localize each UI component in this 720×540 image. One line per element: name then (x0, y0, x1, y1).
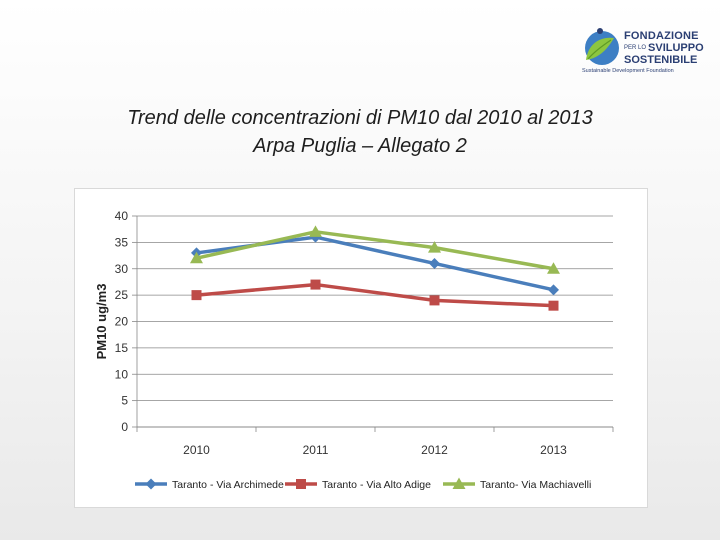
data-point (547, 262, 560, 274)
data-point (428, 241, 441, 253)
pm10-line-chart: 0 5 10 15 20 25 30 35 40 2010 2011 2012 2013 PM10 ug/… (94, 209, 614, 491)
legend-swatch-marker (145, 478, 157, 490)
series-2 (191, 279, 559, 311)
legend-swatch-marker (296, 479, 306, 489)
legend-label: Taranto - Via Archimede (172, 479, 284, 491)
y-tick-label: 20 (115, 315, 129, 329)
data-point (429, 257, 440, 269)
y-tick-label: 10 (115, 367, 129, 381)
series-line (196, 282, 554, 308)
y-tick-label: 30 (115, 262, 129, 276)
globe-leaf-icon (585, 28, 619, 65)
chart-panel: 0 5 10 15 20 25 30 35 40 2010 2011 2012 2013 PM10 ug/… (74, 188, 648, 508)
y-tick-label: 15 (115, 341, 129, 355)
legend-label: Taranto- Via Machiavelli (480, 479, 591, 491)
data-point (191, 290, 202, 301)
x-tick-label: 2011 (303, 443, 329, 457)
x-tick-label: 2010 (183, 443, 210, 457)
data-point (310, 279, 321, 290)
logo-line-1: FONDAZIONE (624, 30, 699, 42)
legend-swatch-marker (452, 477, 466, 489)
data-point (190, 251, 203, 264)
y-axis-title: PM10 ug/m3 (94, 284, 109, 360)
logo-line-3: SOSTENIBILE (624, 54, 698, 66)
series-3 (190, 225, 560, 274)
logo-line-2: PER LO SVILUPPO (624, 42, 704, 54)
legend-label: Taranto - Via Alto Adige (322, 479, 431, 491)
data-point (548, 284, 559, 296)
title-line-2: Arpa Puglia – Allegato 2 (253, 135, 467, 157)
y-tick-label: 25 (115, 288, 129, 302)
foundation-logo: FONDAZIONE PER LO SVILUPPO SOSTENIBILE Su… (578, 24, 704, 80)
title-line-1: Trend delle concentrazioni di PM10 dal 2… (127, 107, 593, 129)
legend-item: Taranto- Via Machiavelli (443, 477, 591, 491)
legend-item: Taranto - Via Alto Adige (285, 479, 431, 491)
y-tick-label: 5 (121, 394, 128, 408)
y-tick-label: 40 (115, 209, 129, 223)
data-point (309, 225, 322, 237)
x-tick-label: 2012 (421, 443, 448, 457)
legend-item: Taranto - Via Archimede (135, 478, 284, 491)
data-point (429, 295, 440, 306)
x-tick-label: 2013 (540, 443, 567, 457)
logo-wordmark: FONDAZIONE PER LO SVILUPPO SOSTENIBILE (624, 30, 704, 66)
series-line (196, 230, 554, 271)
slide-title: Trend delle concentrazioni di PM10 dal 2… (0, 104, 720, 160)
y-tick-label: 35 (115, 235, 129, 249)
logo-subtitle: Sustainable Development Foundation (582, 68, 674, 74)
logo-line-2-small: PER LO (624, 45, 647, 52)
y-tick-label: 0 (121, 420, 128, 434)
data-point (548, 300, 559, 311)
logo-line-2-main: SVILUPPO (648, 42, 704, 54)
